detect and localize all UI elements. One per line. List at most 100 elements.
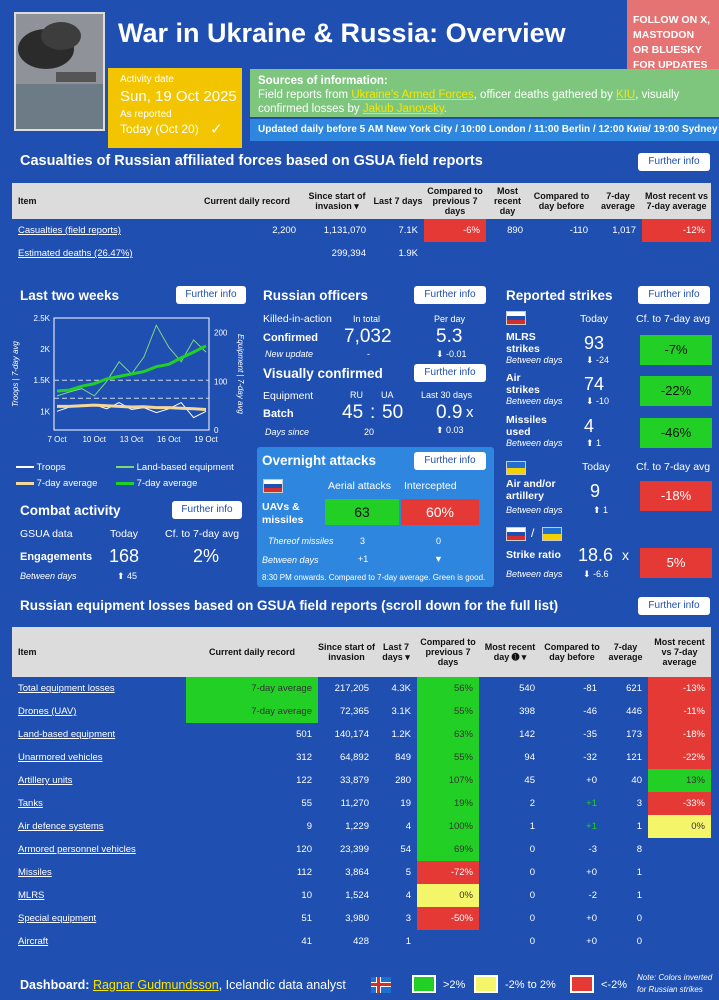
equipment-item-link[interactable]: Missiles <box>18 867 52 878</box>
author-link[interactable]: Ragnar Gudmundsson <box>92 978 219 992</box>
cell: 100% <box>417 815 479 838</box>
equipment-item-link[interactable]: Land-based equipment <box>18 729 116 740</box>
row-link[interactable]: Armored personnel vehicles <box>12 838 186 861</box>
as-reported-label: As reported <box>120 109 172 120</box>
visual-ratio-change: ⬆ 0.03 <box>436 425 464 435</box>
strikes-further-info-button[interactable]: Further info <box>638 286 710 304</box>
ua-strike-label-line1: Air and/or <box>506 478 556 490</box>
cell: 0 <box>636 913 642 924</box>
strike-delta: ⬇ -10 <box>586 396 610 406</box>
row-link[interactable]: Land-based equipment <box>12 723 186 746</box>
aerial-label: Aerial attacks <box>328 480 392 492</box>
row-link[interactable]: Tanks <box>12 792 186 815</box>
legend-equipment-avg: 7-day average <box>136 478 198 489</box>
cell: 849 <box>395 752 411 763</box>
row-link[interactable]: Estimated deaths (26.47%) <box>12 242 192 265</box>
cell: +1 <box>586 798 597 809</box>
col-record: Current daily record <box>186 627 318 677</box>
footer-credit: Dashboard: Ragnar Gudmundsson, Icelandic… <box>20 978 346 992</box>
cell: 112 <box>296 867 312 878</box>
as-reported-value: Today (Oct 20) <box>120 122 199 136</box>
casualties-link[interactable]: Casualties (field reports) <box>18 225 121 236</box>
row-link[interactable]: Casualties (field reports) <box>12 219 192 242</box>
cell: 540 <box>519 683 535 694</box>
legend-green-label: >2% <box>443 979 466 991</box>
equipment-item-link[interactable]: Armored personnel vehicles <box>18 844 136 855</box>
cell <box>192 242 302 265</box>
equipment-item-link[interactable]: MLRS <box>18 890 45 901</box>
row-link[interactable]: Drones (UAV) <box>12 700 186 723</box>
equipment-item-link[interactable]: Air defence systems <box>18 821 104 832</box>
ru-value: 45 <box>342 402 364 423</box>
cell: 19 <box>400 798 411 809</box>
combat-title: Combat activity <box>20 503 121 518</box>
ua-today-label: Today <box>582 461 611 473</box>
cell: 2 <box>529 798 535 809</box>
cell: 40 <box>631 775 642 786</box>
overnight-further-info-button[interactable]: Further info <box>414 452 486 470</box>
combat-today-label: Today <box>110 528 139 540</box>
table-header-row: Item Current daily record Since start of… <box>12 627 711 677</box>
ua-value: 50 <box>382 402 404 423</box>
overnight-title: Overnight attacks <box>262 453 377 468</box>
cell: 3,980 <box>345 913 369 924</box>
row-link[interactable]: Air defence systems <box>12 815 186 838</box>
link-kiu[interactable]: KIU <box>616 89 636 101</box>
equipment-item-link[interactable]: Special equipment <box>18 913 97 924</box>
strike-ratio-pct: 5% <box>640 548 712 578</box>
visual-further-info-button[interactable]: Further info <box>414 364 486 382</box>
cell: +0 <box>586 913 597 924</box>
equipment-item-link[interactable]: Unarmored vehicles <box>18 752 103 763</box>
overnight-between-label: Between days <box>262 555 319 565</box>
casualties-further-info-button[interactable]: Further info <box>638 153 710 171</box>
ratio-between-label: Between days <box>506 569 563 579</box>
link-armed-forces[interactable]: Ukraine's Armed Forces <box>351 89 474 101</box>
strike-value: 74 <box>584 374 605 394</box>
row-link[interactable]: Missiles <box>12 861 186 884</box>
row-link[interactable]: Artillery units <box>12 769 186 792</box>
row-link[interactable]: Special equipment <box>12 907 186 930</box>
equipment-item-link[interactable]: Aircraft <box>18 936 49 947</box>
equipment-table: Item Current daily record Since start of… <box>12 627 711 953</box>
strike-pct: -46% <box>640 418 712 448</box>
visual-title: Visually confirmed <box>263 366 383 381</box>
strike-label: Missiles used <box>506 414 547 438</box>
col-most-recent[interactable]: Most recent day ➊ ▾ <box>479 627 541 677</box>
equipment-item-link[interactable]: Tanks <box>18 798 43 809</box>
cell <box>417 930 479 953</box>
legend-green-swatch <box>412 975 436 993</box>
cell: 142 <box>519 729 535 740</box>
cell: 1,017 <box>612 225 636 236</box>
strike-ratio-x: x <box>622 547 629 563</box>
officers-total: 7,032 <box>344 326 392 347</box>
cell: 122 <box>296 775 312 786</box>
link-janovsky[interactable]: Jakub Janovsky <box>362 103 444 115</box>
estimated-deaths-link[interactable]: Estimated deaths (26.47%) <box>18 248 133 259</box>
col-since-start[interactable]: Since start of invasion ▾ <box>302 183 372 219</box>
y-left-tick: 1K <box>40 407 50 416</box>
cell: 63% <box>417 723 479 746</box>
combat-between-value: ⬆ 45 <box>117 571 138 581</box>
row-link[interactable]: Unarmored vehicles <box>12 746 186 769</box>
two-weeks-further-info-button[interactable]: Further info <box>176 286 246 304</box>
row-link[interactable]: Total equipment losses <box>12 677 186 700</box>
equipment-item-link[interactable]: Total equipment losses <box>18 683 115 694</box>
strike-delta: ⬇ -24 <box>586 355 610 365</box>
col-last7[interactable]: Last 7 days ▾ <box>375 627 417 677</box>
combat-further-info-button[interactable]: Further info <box>172 501 242 519</box>
col-record: Current daily record <box>192 183 302 219</box>
footer-note: Note: Colors inverted for Russian strike… <box>637 972 712 996</box>
col-since-start: Since start of invasion <box>318 627 375 677</box>
cell: 446 <box>626 706 642 717</box>
combat-cf-label: Cf. to 7-day avg <box>165 528 240 540</box>
equipment-item-link[interactable]: Artillery units <box>18 775 73 786</box>
equipment-item-link[interactable]: Drones (UAV) <box>18 706 77 717</box>
follow-banner[interactable]: FOLLOW ON X, MASTODON OR BLUESKY FOR UPD… <box>627 0 719 75</box>
officers-further-info-button[interactable]: Further info <box>414 286 486 304</box>
intercept-pct: 60% <box>401 499 479 525</box>
cell: 0 <box>636 936 642 947</box>
row-link[interactable]: MLRS <box>12 884 186 907</box>
row-link[interactable]: Aircraft <box>12 930 186 953</box>
equipment-further-info-button[interactable]: Further info <box>638 597 710 615</box>
cell: -110 <box>569 225 588 236</box>
